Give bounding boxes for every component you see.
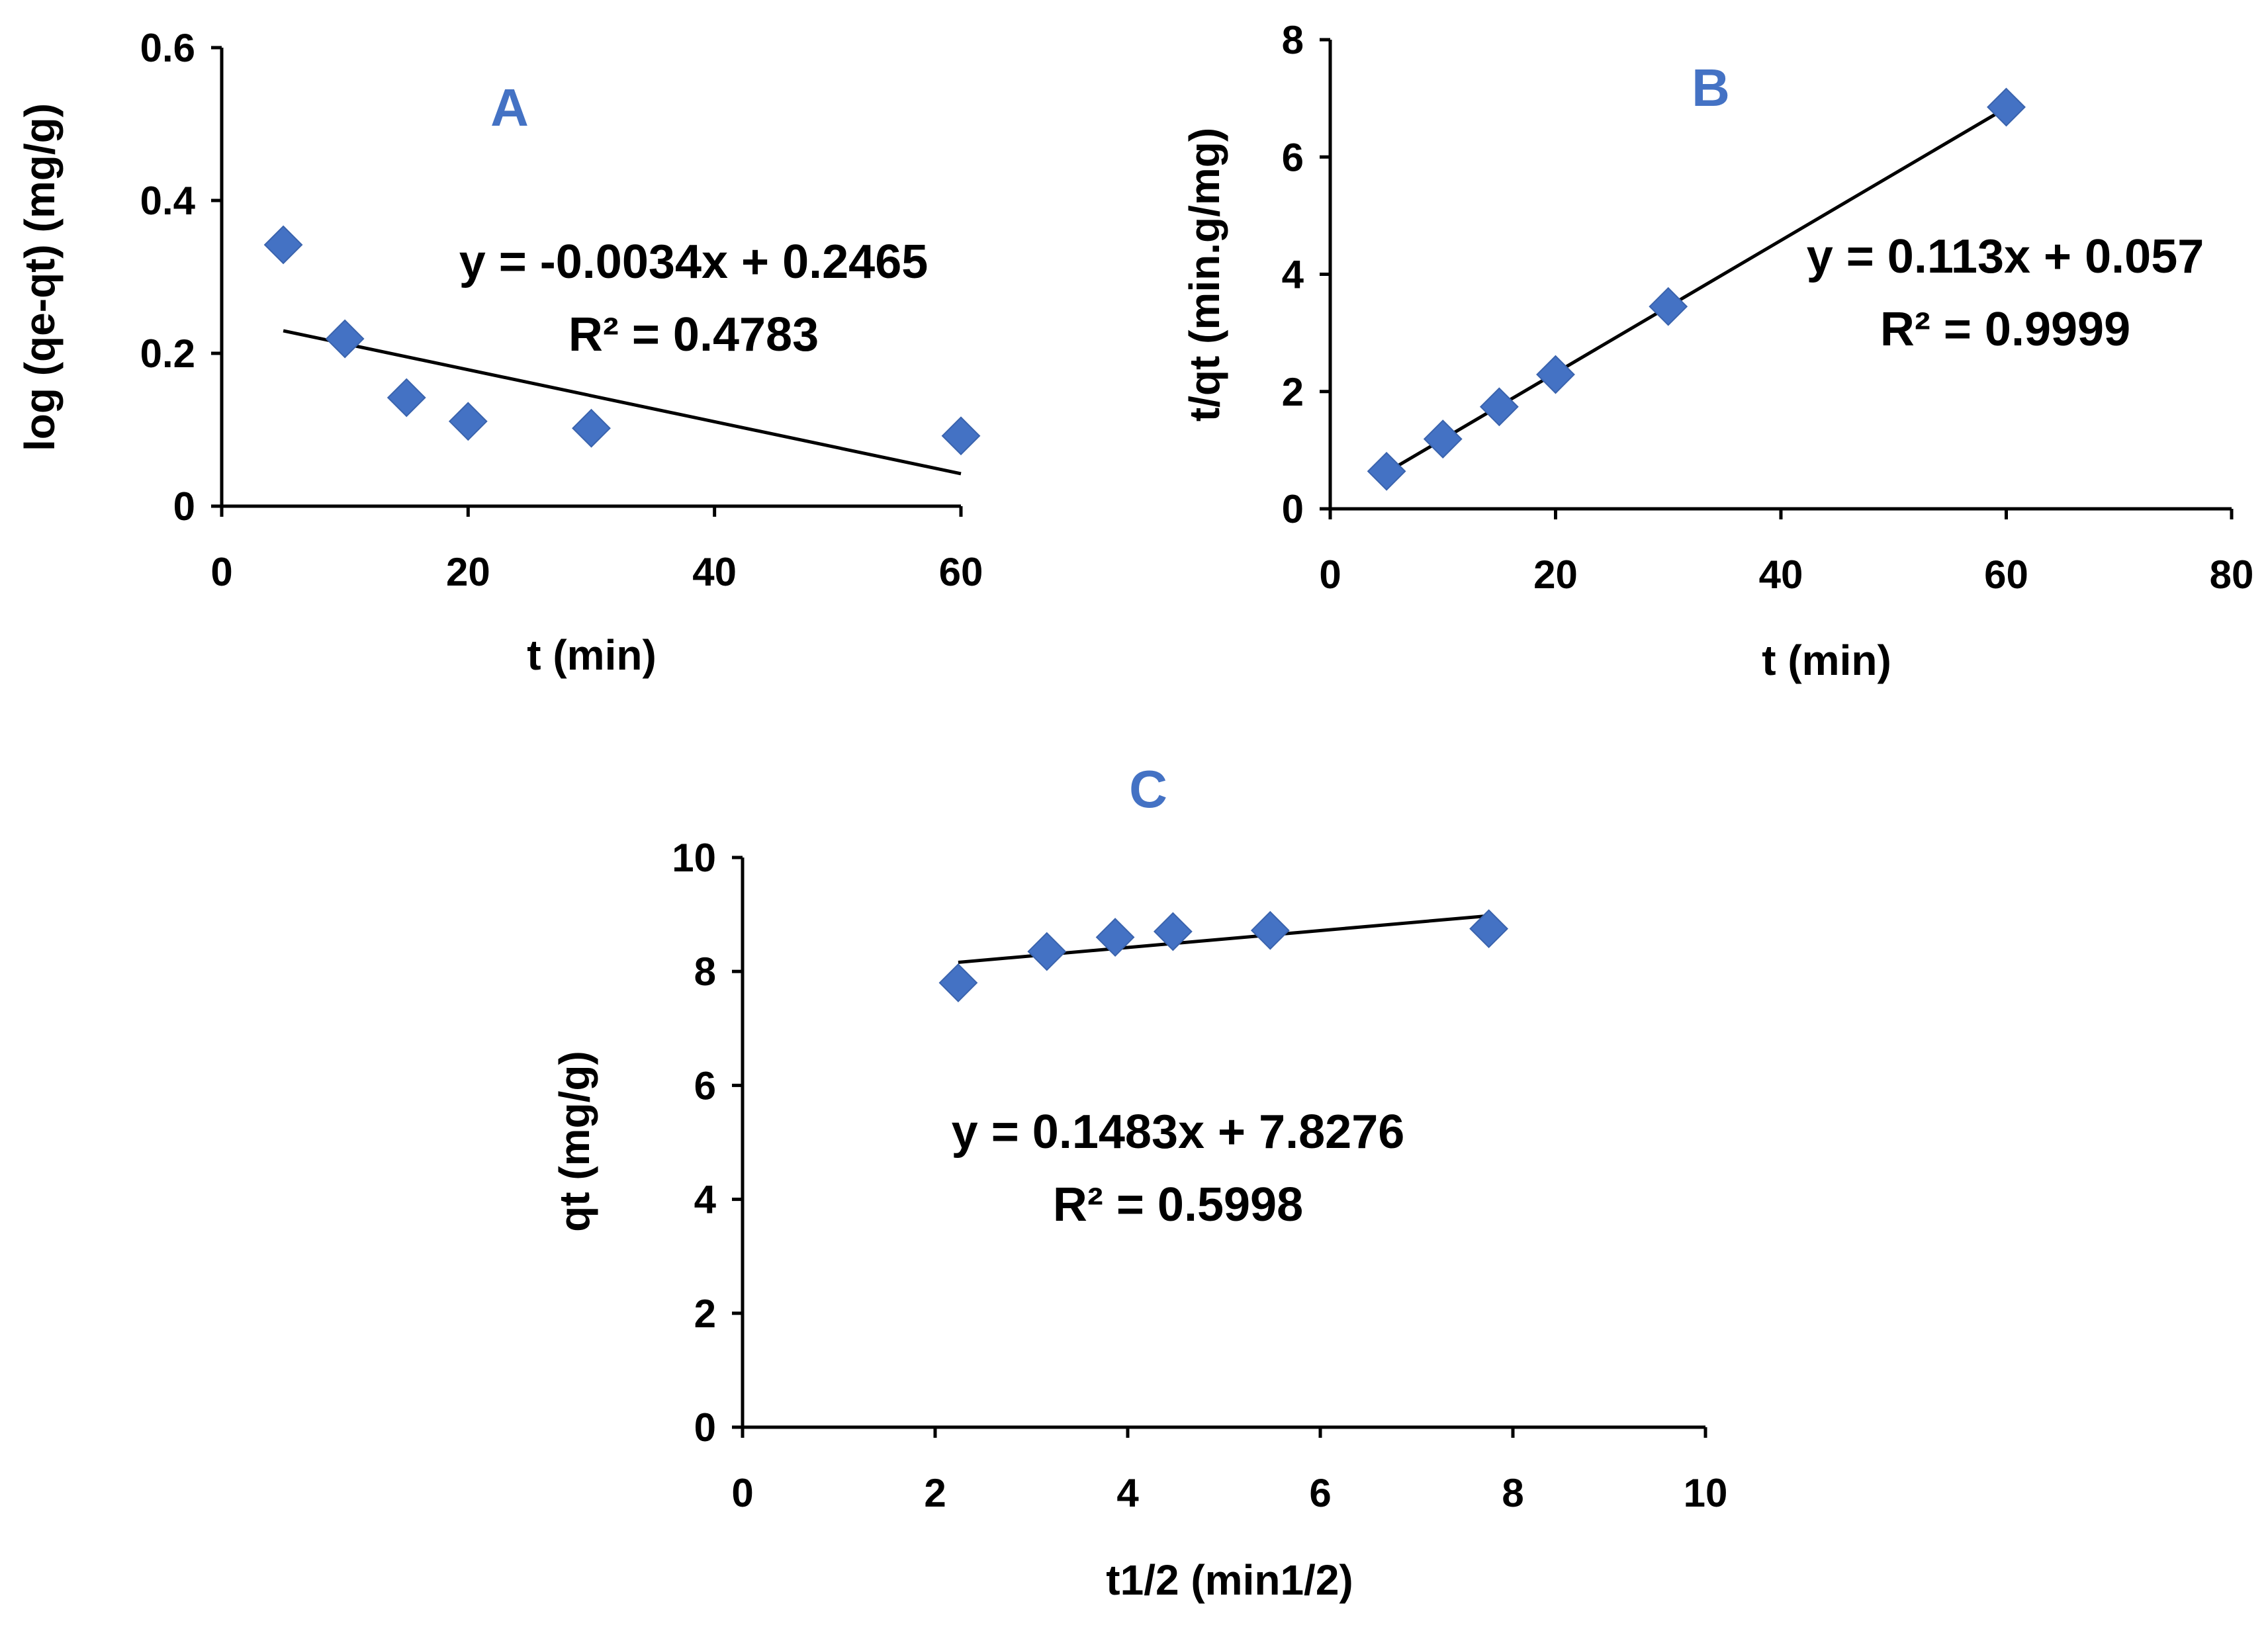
y-tick-label: 6 <box>694 1063 716 1108</box>
y-tick-label: 10 <box>672 836 716 880</box>
y-axis-label: qt (mg/g) <box>551 1051 598 1232</box>
trendline-equation: y = 0.113x + 0.057 <box>1807 230 2204 283</box>
y-tick-label: 4 <box>694 1178 717 1222</box>
y-tick-label: 0 <box>173 484 195 529</box>
y-tick-label: 8 <box>694 949 716 994</box>
x-tick-label: 80 <box>2210 552 2254 597</box>
x-tick-label: 20 <box>446 550 490 594</box>
data-point <box>1536 355 1575 394</box>
y-tick-label: 0 <box>694 1405 716 1450</box>
x-tick-label: 10 <box>1684 1471 1728 1515</box>
data-point <box>1027 932 1067 971</box>
data-point <box>1423 419 1463 459</box>
y-tick-label: 0.4 <box>140 179 196 223</box>
data-point <box>941 416 981 456</box>
x-tick-label: 2 <box>924 1471 946 1515</box>
y-axis-label: t/qt (min.g/mg) <box>1181 128 1228 421</box>
y-tick-label: 0 <box>1282 487 1304 531</box>
trendline-equation: y = 0.1483x + 7.8276 <box>952 1106 1405 1159</box>
y-tick-label: 2 <box>1282 370 1304 414</box>
chart-panel-a: 0 0.2 0.4 0.6 0 20 40 60 Ay = -0.0034x + 0.2465 R… <box>16 26 983 679</box>
x-tick-label: 4 <box>1116 1471 1139 1515</box>
y-tick-label: 0.6 <box>140 26 195 70</box>
data-point <box>1095 918 1135 957</box>
trendline <box>1385 106 2007 474</box>
data-point <box>938 963 978 1002</box>
data-point <box>1469 909 1509 949</box>
data-point <box>572 408 611 448</box>
x-axis-label: t (min) <box>527 631 657 679</box>
trendline <box>283 329 962 476</box>
x-tick-label: 8 <box>1502 1471 1523 1515</box>
x-tick-label: 40 <box>1759 552 1803 597</box>
y-tick-label: 8 <box>1282 18 1304 62</box>
data-point <box>1987 87 2026 127</box>
x-tick-label: 60 <box>1984 552 2028 597</box>
r-squared-label: R² = 0.5998 <box>1053 1178 1303 1231</box>
x-tick-label: 0 <box>1319 552 1341 597</box>
r-squared-label: R² = 0.9999 <box>1880 303 2130 356</box>
x-tick-label: 60 <box>939 550 983 594</box>
data-point <box>263 225 303 265</box>
x-axis-label: t (min) <box>1762 637 1891 684</box>
x-tick-label: 0 <box>731 1471 753 1515</box>
x-axis-label: t1/2 (min1/2) <box>1106 1556 1353 1604</box>
trendline-equation: y = -0.0034x + 0.2465 <box>459 236 929 288</box>
x-tick-label: 6 <box>1309 1471 1331 1515</box>
y-tick-label: 2 <box>694 1292 716 1336</box>
data-point <box>1479 387 1519 427</box>
data-point <box>1153 912 1193 951</box>
r-squared-label: R² = 0.4783 <box>568 308 819 361</box>
y-tick-label: 0.2 <box>140 331 195 376</box>
data-point <box>386 378 426 418</box>
x-tick-label: 20 <box>1533 552 1578 597</box>
data-point <box>325 319 365 359</box>
y-tick-label: 4 <box>1282 253 1304 297</box>
panel-letter: C <box>1129 760 1167 818</box>
chart-panel-c: 0 2 4 6 8 10 0 2 4 6 8 10 Cy = 0.1483x + 7.8276 R² = … <box>551 760 1727 1604</box>
y-axis-label: log (qe-qt) (mg/g) <box>16 103 64 451</box>
y-tick-label: 6 <box>1282 135 1304 179</box>
data-point <box>1649 286 1688 326</box>
panel-letter: A <box>490 78 529 137</box>
data-point <box>1250 910 1290 950</box>
x-tick-label: 0 <box>210 550 232 594</box>
data-point <box>448 402 488 441</box>
panel-letter: B <box>1692 58 1730 117</box>
data-point <box>1367 451 1406 491</box>
x-tick-label: 40 <box>692 550 737 594</box>
